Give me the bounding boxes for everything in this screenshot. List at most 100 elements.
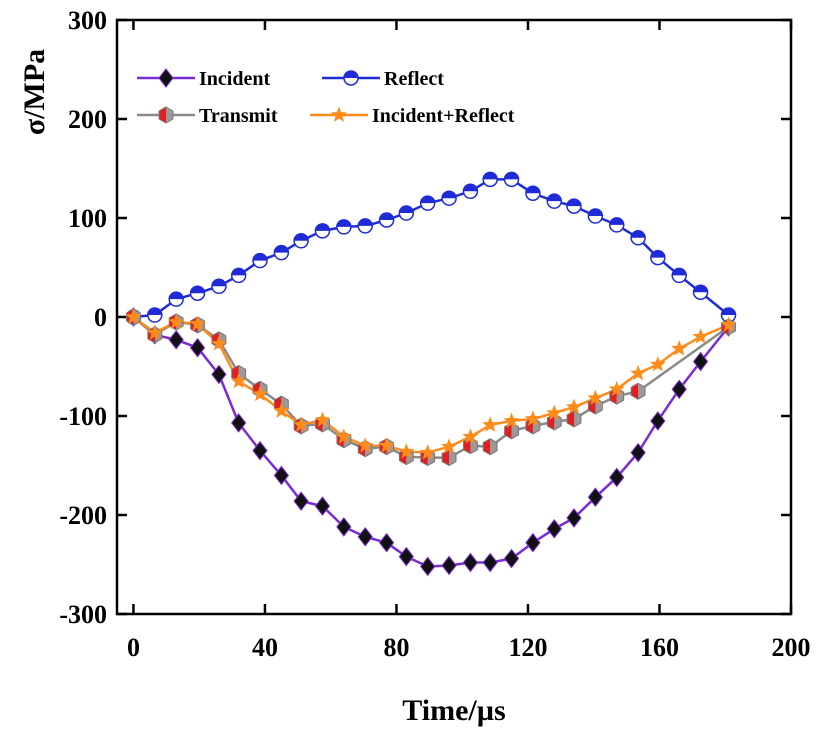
data-point bbox=[650, 411, 666, 431]
data-point bbox=[566, 198, 582, 214]
data-point bbox=[546, 519, 562, 539]
y-tick-label: 0 bbox=[94, 303, 107, 332]
data-point bbox=[482, 416, 499, 432]
legend-label: Reflect bbox=[384, 68, 444, 90]
data-point bbox=[158, 106, 174, 124]
x-tick-label: 40 bbox=[252, 633, 278, 662]
y-tick-label: 100 bbox=[68, 204, 107, 233]
data-point bbox=[231, 413, 247, 433]
axis-ticks: 0 40 80 120 160 200 -300 -200 -100 0 100 200 300 bbox=[59, 6, 810, 662]
data-point bbox=[566, 410, 582, 428]
y-tick-label: 300 bbox=[68, 6, 107, 35]
data-point bbox=[357, 526, 373, 547]
data-point bbox=[293, 491, 309, 511]
y-axis-title: σ/MPa bbox=[18, 49, 51, 135]
data-point bbox=[630, 382, 646, 400]
legend-label: Incident+Reflect bbox=[372, 105, 515, 127]
data-point bbox=[314, 223, 331, 239]
data-point bbox=[720, 316, 737, 332]
data-point bbox=[336, 219, 352, 235]
data-point bbox=[546, 404, 563, 420]
data-point bbox=[378, 532, 395, 553]
data-point bbox=[398, 443, 415, 459]
data-point bbox=[210, 335, 228, 351]
data-point bbox=[357, 437, 374, 453]
data-point bbox=[671, 267, 687, 284]
data-point bbox=[565, 398, 583, 414]
data-point bbox=[587, 487, 604, 507]
data-point bbox=[146, 324, 163, 340]
y-tick-label: -200 bbox=[59, 501, 107, 530]
legend-item: Transmit bbox=[137, 105, 278, 127]
x-axis-title: Time/µs bbox=[402, 694, 505, 727]
data-point bbox=[378, 437, 395, 453]
series-markers bbox=[125, 171, 737, 577]
data-point bbox=[293, 416, 310, 432]
data-point bbox=[546, 193, 563, 209]
x-tick-label: 0 bbox=[127, 633, 140, 662]
data-point bbox=[189, 337, 206, 358]
data-point bbox=[314, 411, 331, 427]
data-point bbox=[503, 412, 520, 428]
data-point bbox=[273, 244, 290, 261]
series-line-incident bbox=[132, 316, 730, 568]
legend-item: Reflect bbox=[322, 68, 444, 90]
data-point bbox=[125, 308, 142, 324]
data-point bbox=[482, 438, 498, 456]
data-point bbox=[671, 340, 688, 356]
data-point bbox=[566, 508, 582, 528]
data-point bbox=[147, 307, 163, 323]
data-point bbox=[293, 233, 309, 249]
data-point bbox=[211, 364, 227, 385]
data-point bbox=[650, 249, 666, 266]
data-point bbox=[189, 285, 206, 301]
data-point bbox=[273, 465, 290, 486]
data-point bbox=[230, 372, 247, 389]
data-point bbox=[420, 556, 436, 577]
data-point bbox=[630, 442, 646, 463]
data-point bbox=[504, 422, 519, 440]
data-point bbox=[482, 552, 498, 573]
data-point bbox=[440, 438, 458, 454]
data-point bbox=[330, 106, 348, 122]
data-point bbox=[252, 440, 268, 461]
data-point bbox=[525, 185, 541, 201]
data-point bbox=[463, 437, 478, 455]
legend-label: Incident bbox=[199, 68, 270, 90]
data-point bbox=[336, 517, 352, 537]
x-tick-label: 120 bbox=[508, 633, 547, 662]
x-tick-label: 200 bbox=[772, 633, 811, 662]
data-point bbox=[378, 212, 395, 228]
data-point bbox=[525, 532, 541, 553]
data-point bbox=[211, 278, 227, 295]
data-point bbox=[587, 208, 604, 224]
x-tick-label: 80 bbox=[383, 633, 409, 662]
x-tick-label: 160 bbox=[640, 633, 679, 662]
y-tick-label: -100 bbox=[59, 402, 107, 431]
data-point bbox=[168, 329, 184, 350]
data-point bbox=[251, 385, 269, 402]
data-point bbox=[168, 291, 184, 307]
data-point bbox=[441, 555, 457, 576]
y-tick-label: 200 bbox=[68, 105, 107, 134]
legend: Incident Reflect Transmit Incident+Reflect bbox=[137, 68, 515, 127]
data-point bbox=[609, 467, 625, 488]
data-point bbox=[462, 552, 479, 573]
data-point bbox=[462, 183, 479, 200]
data-point bbox=[335, 428, 352, 444]
data-point bbox=[158, 68, 174, 88]
data-point bbox=[252, 252, 268, 269]
data-point bbox=[273, 402, 290, 418]
data-point bbox=[168, 313, 185, 329]
data-point bbox=[608, 380, 625, 397]
data-point bbox=[398, 205, 415, 221]
data-point bbox=[587, 389, 604, 406]
data-point bbox=[630, 364, 647, 381]
data-point bbox=[630, 230, 646, 246]
y-tick-label: -300 bbox=[59, 600, 107, 629]
legend-item: Incident+Reflect bbox=[310, 105, 515, 127]
legend-label: Transmit bbox=[199, 105, 278, 127]
data-point bbox=[419, 195, 436, 211]
legend-item: Incident bbox=[137, 68, 270, 90]
